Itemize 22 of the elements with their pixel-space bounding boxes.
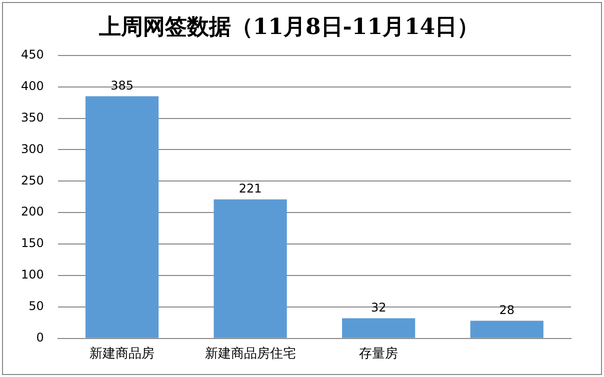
y-tick-label: 150 xyxy=(21,236,44,250)
y-tick-label: 250 xyxy=(21,173,44,188)
y-tick-label: 300 xyxy=(21,142,44,156)
x-tick-label: 存量房 xyxy=(359,346,398,362)
chart-title: 上周网签数据（11月8日-11月14日） xyxy=(98,14,480,40)
x-tick-label: 新建商品房住宅 xyxy=(204,346,296,362)
bar xyxy=(342,318,416,338)
bar xyxy=(470,320,544,338)
y-tick-label: 450 xyxy=(21,48,44,62)
bar xyxy=(85,96,159,338)
y-tick-label: 50 xyxy=(28,299,44,314)
data-label: 385 xyxy=(110,78,134,92)
data-label: 221 xyxy=(238,182,262,196)
y-tick-label: 100 xyxy=(21,268,44,282)
x-tick-label: 新建商品房 xyxy=(90,346,155,362)
y-tick-label: 200 xyxy=(21,204,44,219)
y-tick-label: 400 xyxy=(21,78,44,93)
y-tick-label: 0 xyxy=(36,330,44,345)
bar xyxy=(214,199,287,338)
y-tick-label: 350 xyxy=(21,110,44,124)
data-label: 32 xyxy=(370,300,386,314)
data-label: 28 xyxy=(499,302,515,317)
